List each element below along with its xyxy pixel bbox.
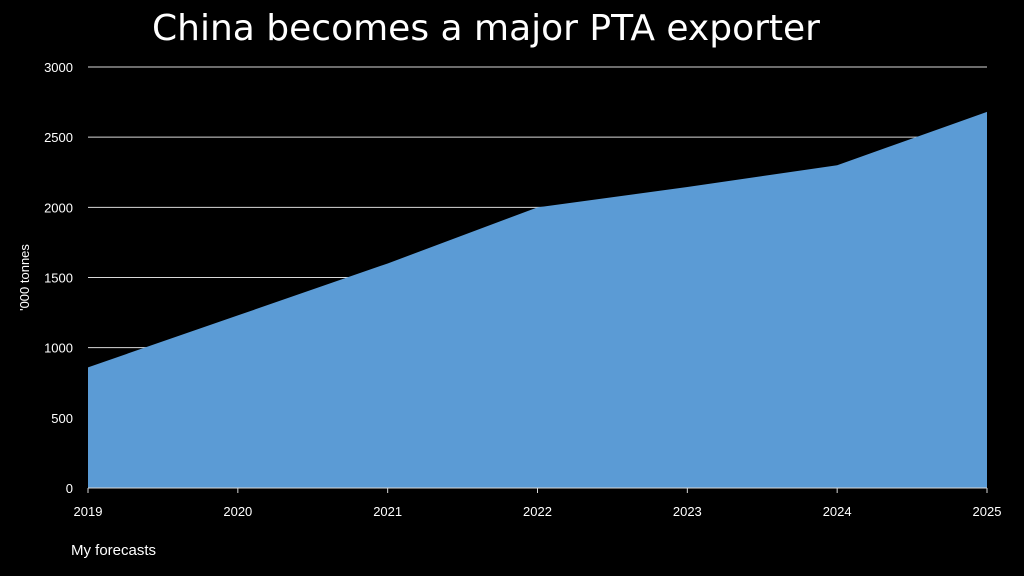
- y-tick-label: 2500: [44, 130, 73, 145]
- x-tick-label: 2023: [673, 504, 702, 519]
- area-series: [88, 111, 987, 488]
- y-tick-label: 0: [66, 481, 73, 496]
- y-tick-label: 1000: [44, 341, 73, 356]
- x-tick-label: 2019: [74, 504, 103, 519]
- y-tick-label: 2000: [44, 200, 73, 215]
- x-tick-label: 2024: [823, 504, 852, 519]
- area-fill: [88, 111, 987, 488]
- x-tick-label: 2020: [223, 504, 252, 519]
- y-tick-label: 3000: [44, 60, 73, 75]
- chart-title: China becomes a major PTA exporter: [152, 8, 820, 49]
- x-axis: [87, 487, 988, 493]
- footnote: My forecasts: [71, 542, 157, 559]
- y-tick-label: 500: [51, 411, 73, 426]
- y-tick-label: 1500: [44, 271, 73, 286]
- x-tick-labels: 2019 2020 2021 2022 2023 2024 2025: [74, 504, 1002, 519]
- x-tick-label: 2022: [523, 504, 552, 519]
- y-tick-labels: 0 500 1000 1500 2000 2500 3000: [44, 60, 73, 496]
- x-tick-label: 2021: [373, 504, 402, 519]
- x-tick-label: 2025: [973, 504, 1002, 519]
- y-axis-label: '000 tonnes: [17, 244, 32, 311]
